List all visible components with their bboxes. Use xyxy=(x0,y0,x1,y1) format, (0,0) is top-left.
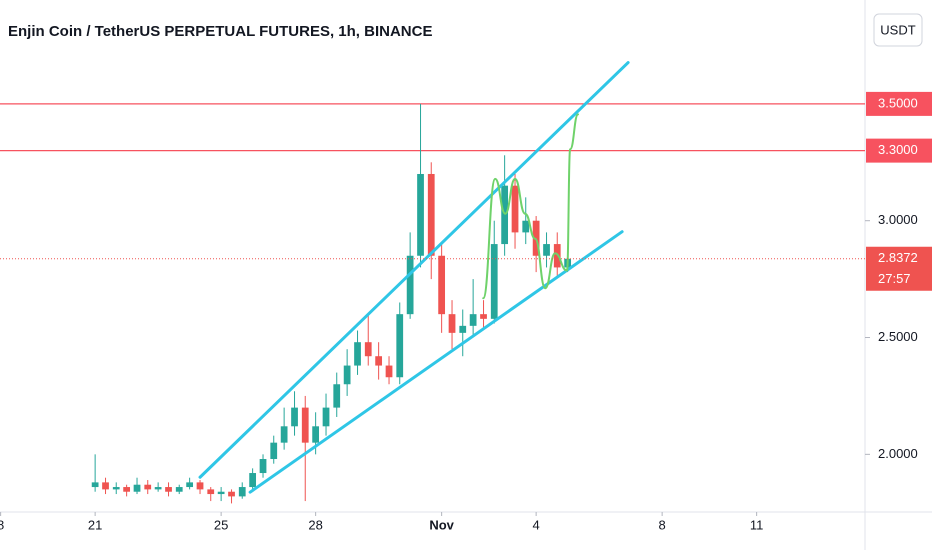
x-tick-label: 11 xyxy=(750,517,764,532)
candle-body xyxy=(228,491,235,497)
candle-body xyxy=(438,255,446,315)
last-price-label: 2.8372 xyxy=(878,250,918,265)
level-label: 3.3000 xyxy=(878,142,918,157)
y-tick-label: 2.5000 xyxy=(878,329,918,344)
candle-body xyxy=(123,487,131,492)
candle-body xyxy=(249,473,257,488)
candle-body xyxy=(144,484,152,490)
level-label-box xyxy=(866,91,932,116)
candle-body xyxy=(186,482,194,488)
trend-line xyxy=(248,230,624,494)
candle-body xyxy=(364,342,372,357)
candle-body xyxy=(333,384,341,408)
candle-body xyxy=(543,244,550,256)
candle-body xyxy=(448,314,456,333)
candle-body xyxy=(238,487,246,497)
candle-body xyxy=(270,442,278,460)
candle-body xyxy=(133,484,141,492)
chart-title: Enjin Coin / TetherUS PERPETUAL FUTURES,… xyxy=(8,23,432,40)
candle-body xyxy=(427,173,435,256)
candle-body xyxy=(343,365,351,385)
level-label: 3.5000 xyxy=(878,95,918,110)
candle-body xyxy=(196,482,204,490)
candle-body xyxy=(490,244,498,319)
candle-body xyxy=(154,487,162,490)
candle-body xyxy=(259,459,267,474)
axes: 2.0000 2.5000 3.0000 8 21 25 28 Nov 4 8 11 3.5000 3.… xyxy=(0,91,932,532)
candle-body xyxy=(522,220,530,233)
candle-body xyxy=(102,482,109,490)
candle-body xyxy=(385,365,393,378)
candle-body xyxy=(91,482,99,488)
candle-body xyxy=(280,426,288,443)
candle-body xyxy=(207,489,215,495)
x-tick-label: Nov xyxy=(429,517,454,532)
y-tick-label: 2.0000 xyxy=(878,446,918,461)
x-tick-label: 8 xyxy=(659,517,666,532)
x-tick-label: 28 xyxy=(308,517,322,532)
candle-body xyxy=(501,185,509,245)
candle-body xyxy=(322,407,330,427)
candle-body xyxy=(480,314,487,319)
candle-body xyxy=(469,314,477,326)
candle-body xyxy=(396,314,404,378)
candle-body xyxy=(354,342,361,366)
candle-body xyxy=(511,185,519,233)
candle-body xyxy=(375,356,383,366)
x-tick-label: 25 xyxy=(214,517,228,532)
y-tick-label: 3.0000 xyxy=(878,212,918,227)
candle-body xyxy=(301,407,309,443)
plot-area xyxy=(0,61,865,504)
candle-body xyxy=(406,255,414,315)
candle-body xyxy=(165,487,172,492)
candle-body xyxy=(112,487,120,490)
candle-body xyxy=(312,426,320,443)
x-tick-label: 21 xyxy=(88,517,102,532)
candle-body xyxy=(175,487,183,492)
currency-button[interactable] xyxy=(873,13,923,47)
candle-body xyxy=(217,491,225,495)
last-price-box xyxy=(866,246,932,291)
trend-line xyxy=(198,61,630,479)
x-tick-label: 4 xyxy=(533,517,540,532)
candle-body xyxy=(417,173,424,256)
candle-body xyxy=(291,407,298,427)
countdown-label: 27:57 xyxy=(878,271,911,286)
projection-path xyxy=(482,113,580,300)
candle-body xyxy=(459,325,467,333)
currency-label[interactable]: USDT xyxy=(880,22,915,37)
x-tick-label: 8 xyxy=(0,517,4,532)
level-label-box xyxy=(866,138,932,163)
